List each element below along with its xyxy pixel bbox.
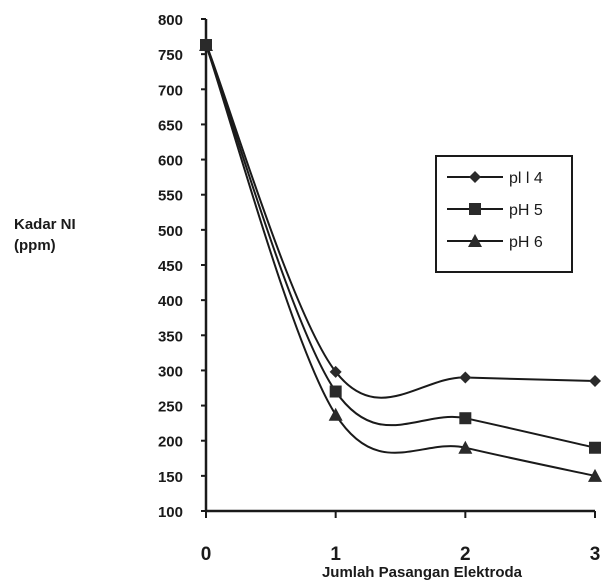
legend-box: [435, 155, 573, 273]
y-tick-label-550: 550: [158, 188, 183, 205]
legend-marker-1: [469, 171, 481, 183]
legend-label-1: pl l 4: [509, 170, 543, 187]
y-axis-title: Kadar NI (ppm): [14, 214, 76, 256]
y-tick-label-350: 350: [158, 328, 183, 345]
series-3: [199, 38, 602, 482]
legend-marker-3: [468, 234, 482, 247]
y-tick-label-500: 500: [158, 223, 183, 240]
y-axis-title-line1: Kadar NI: [14, 216, 76, 233]
series-1-point-3: [589, 374, 601, 387]
series-2-line: [205, 44, 596, 449]
y-tick-label-650: 650: [158, 117, 183, 134]
y-tick-label-250: 250: [158, 399, 183, 416]
y-axis-title-line2: (ppm): [14, 237, 56, 254]
y-tick-label-750: 750: [158, 47, 183, 64]
x-tick-label-2: 2: [460, 544, 471, 565]
x-tick-labels: 0 1 2 3: [201, 544, 601, 565]
series-2: [200, 39, 601, 454]
series-1-point-1: [329, 365, 342, 378]
x-tick-label-1: 1: [330, 544, 341, 565]
series-2-point-1: [329, 385, 342, 398]
series-3-point-0: [199, 38, 213, 52]
y-tick-label-400: 400: [158, 293, 183, 310]
series-3-point-3: [588, 468, 602, 482]
y-tick-label-200: 200: [158, 434, 183, 451]
y-tick-label-300: 300: [158, 363, 183, 380]
legend-label-3: pH 6: [509, 234, 543, 251]
y-tick-label-700: 700: [158, 82, 183, 99]
series-2-point-2: [459, 412, 472, 425]
series-3-line: [205, 44, 596, 477]
legend: pl l 4 pH 5 pH 6: [435, 155, 573, 273]
x-tick-label-0: 0: [201, 544, 212, 565]
y-tick-label-800: 800: [158, 12, 183, 29]
y-tick-label-450: 450: [158, 258, 183, 275]
series-2-point-3: [589, 441, 601, 454]
y-tick-label-100: 100: [158, 504, 183, 521]
legend-marker-2: [469, 203, 481, 215]
series-3-point-2: [458, 440, 473, 454]
series-1-line: [205, 43, 596, 399]
x-tick-label-3: 3: [590, 544, 601, 565]
series-group: [199, 37, 602, 482]
axes: [201, 18, 596, 518]
y-tick-label-150: 150: [158, 469, 183, 486]
y-tick-labels: 100 150 200 250 300 350 400 450 500 550 600 650 700 7…: [158, 12, 183, 521]
x-axis-title: Jumlah Pasangan Elektroda: [322, 564, 523, 581]
legend-label-2: pH 5: [509, 202, 543, 219]
series-3-point-1: [328, 407, 343, 421]
series-1-point-2: [459, 371, 472, 384]
y-tick-label-600: 600: [158, 153, 183, 170]
